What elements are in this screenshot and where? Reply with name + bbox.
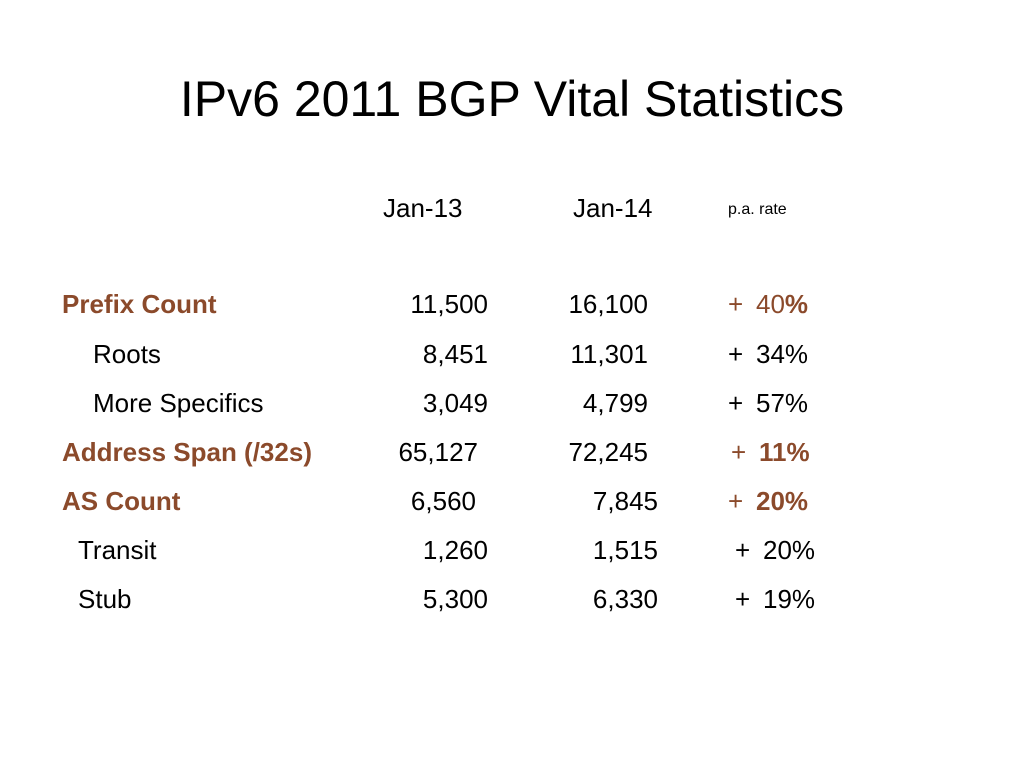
rate-number: 57%: [756, 388, 809, 418]
jan-13-value: 6,560: [410, 486, 476, 516]
slide-title: IPv6 2011 BGP Vital Statistics: [179, 71, 845, 127]
jan-13-value: 11,500: [410, 289, 488, 319]
plus-sign: +: [735, 535, 751, 565]
jan-13-value: 3,049: [422, 388, 488, 418]
jan-13-value: 65,127: [398, 437, 478, 467]
jan-14-value: 7,845: [592, 486, 658, 516]
rate-number: 34%: [756, 339, 809, 369]
rate-value: +34%: [728, 334, 808, 374]
jan-14-value: 6,330: [592, 584, 658, 614]
rate-value: +11%: [731, 432, 810, 472]
table-row-stub: Stub 5,300 6,330 +19%: [0, 579, 1024, 619]
rate-value: +20%: [735, 530, 815, 570]
jan-13-value: 1,260: [422, 535, 488, 565]
column-header-rate: p.a. rate: [728, 201, 787, 218]
plus-sign: +: [735, 584, 751, 614]
rate-value: +40%: [728, 284, 808, 324]
plus-sign: +: [731, 437, 747, 467]
table-row-prefix-count: Prefix Count 11,500 16,100 +40%: [0, 284, 1024, 324]
rate-number: 19%: [763, 584, 816, 614]
row-label: Transit: [78, 535, 157, 565]
table-row-more-specifics: More Specifics 3,049 4,799 +57%: [0, 383, 1024, 423]
rate-percent: %: [784, 289, 809, 319]
jan-14-value: 72,245: [568, 437, 648, 467]
jan-14-value: 11,301: [570, 339, 648, 369]
plus-sign: +: [728, 388, 744, 418]
table-row-as-count: AS Count 6,560 7,845 +20%: [0, 481, 1024, 521]
row-label: Address Span (/32s): [62, 437, 312, 467]
rate-number: 11%: [759, 437, 810, 467]
jan-13-value: 8,451: [422, 339, 488, 369]
jan-14-value: 4,799: [582, 388, 648, 418]
jan-13-value: 5,300: [422, 584, 488, 614]
row-label: More Specifics: [93, 388, 264, 418]
rate-number: 20%: [763, 535, 816, 565]
table-row-transit: Transit 1,260 1,515 +20%: [0, 530, 1024, 570]
plus-sign: +: [728, 339, 744, 369]
table-row-roots: Roots 8,451 11,301 +34%: [0, 334, 1024, 374]
row-label: AS Count: [62, 486, 181, 516]
row-label: Prefix Count: [62, 289, 217, 319]
rate-value: +20%: [728, 481, 808, 521]
table-row-address-span: Address Span (/32s) 65,127 72,245 +11%: [0, 432, 1024, 472]
rate-value: +57%: [728, 383, 808, 423]
column-header-jan-13: Jan-13: [383, 193, 463, 223]
plus-sign: +: [728, 289, 744, 319]
plus-sign: +: [728, 486, 744, 516]
jan-14-value: 1,515: [592, 535, 658, 565]
row-label: Roots: [93, 339, 161, 369]
rate-number: 40: [756, 289, 785, 319]
column-header-jan-14: Jan-14: [573, 193, 653, 223]
rate-value: +19%: [735, 579, 815, 619]
row-label: Stub: [78, 584, 132, 614]
jan-14-value: 16,100: [568, 289, 648, 319]
rate-number: 20%: [756, 486, 809, 516]
